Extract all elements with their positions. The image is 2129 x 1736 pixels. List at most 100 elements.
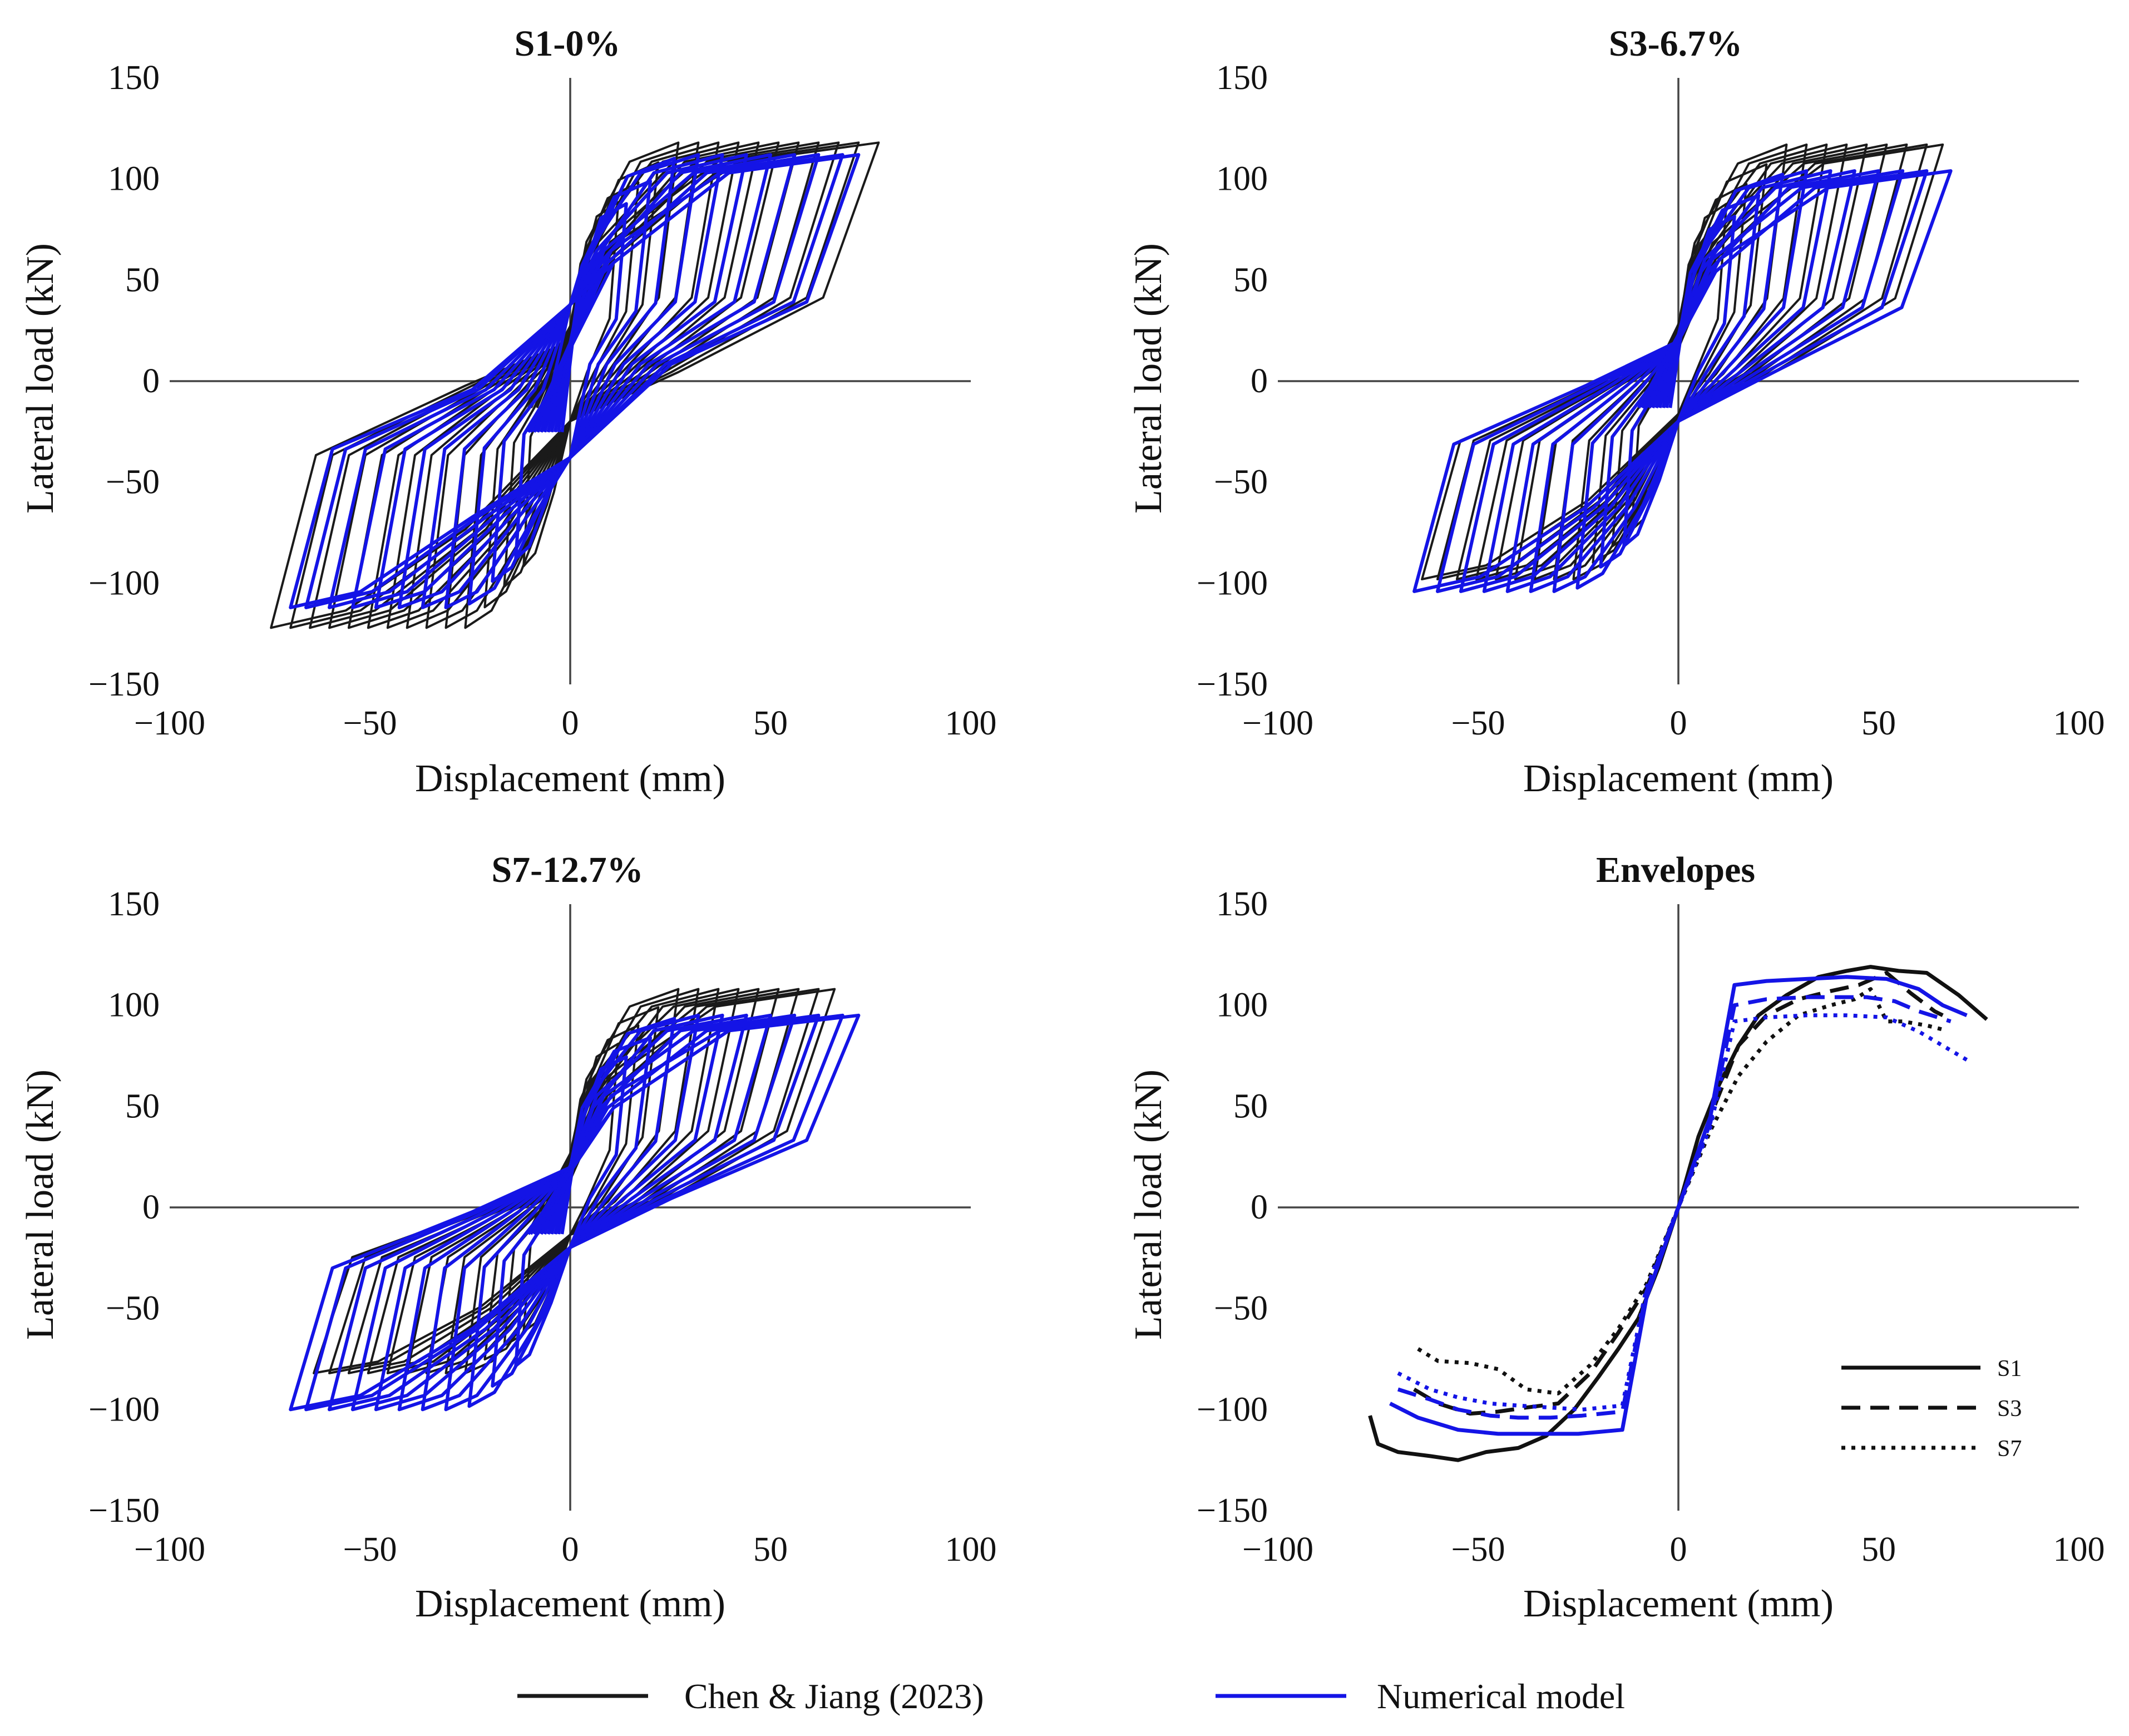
x-tick-label: −100 — [134, 704, 205, 742]
y-tick-label: −100 — [1197, 1390, 1268, 1428]
y-tick-label: −100 — [1197, 564, 1268, 602]
numerical-loop — [350, 153, 797, 609]
plot-area — [270, 141, 880, 629]
x-tick-label: −100 — [134, 1531, 205, 1569]
numerical-loop — [374, 1013, 772, 1412]
numerical-loop — [421, 1013, 724, 1412]
envelope-legend-label: S7 — [1997, 1436, 2022, 1462]
y-tick-label: 50 — [125, 261, 160, 299]
y-tick-label: 100 — [1216, 160, 1268, 198]
x-tick-label: 50 — [1861, 704, 1896, 742]
experimental-loop — [309, 141, 840, 629]
axes — [170, 904, 971, 1511]
numerical-loop — [350, 1013, 797, 1412]
y-axis-label: Lateral load (kN) — [1127, 243, 1170, 514]
numerical-loop — [289, 153, 861, 609]
x-tick-label: 100 — [2053, 704, 2105, 742]
numerical-loop — [374, 153, 772, 609]
numerical-loop — [1412, 169, 1953, 593]
y-tick-label: −150 — [1197, 1492, 1268, 1530]
x-tick-label: 50 — [753, 1531, 788, 1569]
y-axis-label-wrap: Lateral load (kN) — [1127, 243, 1170, 514]
y-axis-label: Lateral load (kN) — [19, 243, 62, 514]
y-tick-label: −50 — [1214, 463, 1268, 501]
numerical-loop — [1482, 169, 1880, 593]
x-tick-label: 100 — [945, 1531, 997, 1569]
numerical-loop — [1505, 169, 1856, 593]
envelope-legend-label: S3 — [1997, 1396, 2022, 1422]
axes — [170, 78, 971, 684]
panel-s1: S1-0% Lateral load (kN) Displacement (mm… — [19, 23, 997, 800]
y-axis-label: Lateral load (kN) — [1127, 1069, 1170, 1340]
y-axis-label-wrap: Lateral load (kN) — [1127, 1069, 1170, 1340]
numerical-loop — [1436, 169, 1929, 593]
numerical-loop — [1575, 172, 1785, 590]
experimental-loop — [270, 141, 880, 629]
experimental-loop — [386, 141, 760, 629]
panel-s7: S7-12.7% Lateral load (kN) Displacement … — [19, 850, 997, 1625]
numerical-loop — [1459, 169, 1905, 593]
x-axis-label: Displacement (mm) — [1523, 757, 1834, 800]
x-tick-label: −50 — [1451, 704, 1505, 742]
y-tick-label: −150 — [88, 1492, 160, 1530]
figure-legend: Chen & Jiang (2023) Numerical model — [517, 1676, 1625, 1716]
x-tick-label: −50 — [343, 704, 397, 742]
experimental-loop — [328, 141, 820, 629]
y-tick-label: 150 — [1216, 59, 1268, 97]
experimental-loop — [289, 141, 860, 629]
numerical-loop — [467, 1017, 676, 1408]
panel-title: Envelopes — [1596, 850, 1755, 890]
envelope-series — [1397, 995, 1952, 1420]
x-tick-label: 0 — [1670, 1531, 1687, 1569]
y-axis-label-wrap: Lateral load (kN) — [19, 243, 62, 514]
envelope-series — [1417, 987, 1944, 1395]
envelope-legend-label: S1 — [1997, 1356, 2022, 1382]
numerical-loop — [467, 156, 676, 606]
experimental-loop — [313, 988, 836, 1374]
x-tick-label: 100 — [945, 704, 997, 742]
x-tick-label: −50 — [343, 1531, 397, 1569]
numerical-loop — [328, 153, 821, 609]
plot-area — [289, 988, 861, 1412]
x-tick-label: 0 — [562, 704, 579, 742]
axes — [1278, 78, 2079, 684]
x-tick-label: 50 — [753, 704, 788, 742]
x-axis-label: Displacement (mm) — [1523, 1582, 1834, 1625]
numerical-loop — [421, 153, 724, 609]
y-tick-label: 100 — [108, 160, 160, 198]
y-tick-label: 150 — [108, 59, 160, 97]
experimental-loop — [1475, 143, 1888, 581]
envelope-series — [1389, 975, 1968, 1436]
y-tick-label: −100 — [88, 1390, 160, 1428]
numerical-loop — [1529, 169, 1832, 593]
x-tick-label: −50 — [1451, 1531, 1505, 1569]
y-tick-label: −100 — [88, 564, 160, 602]
y-tick-label: 100 — [1216, 987, 1268, 1024]
y-tick-label: 0 — [1251, 362, 1268, 400]
numerical-loop — [328, 1013, 821, 1412]
envelope-legend: S1 S3 S7 — [1841, 1356, 2022, 1462]
y-tick-label: −150 — [1197, 665, 1268, 703]
numerical-loop — [397, 153, 748, 609]
y-tick-label: −150 — [88, 665, 160, 703]
y-tick-label: 0 — [142, 362, 160, 400]
y-axis-label-wrap: Lateral load (kN) — [19, 1069, 62, 1340]
x-axis-label: Displacement (mm) — [415, 1582, 725, 1625]
y-tick-label: 100 — [108, 987, 160, 1024]
x-tick-label: 100 — [2053, 1531, 2105, 1569]
experimental-loop — [1494, 143, 1868, 581]
panel-title: S1-0% — [515, 23, 621, 64]
panel-title: S7-12.7% — [491, 850, 643, 890]
legend-label-numerical: Numerical model — [1377, 1676, 1625, 1716]
plot-area — [1412, 143, 1953, 593]
y-tick-label: −50 — [106, 1290, 160, 1328]
panel-s3: S3-6.7% Lateral load (kN) Displacement (… — [1127, 23, 2105, 800]
envelope-series — [1397, 1013, 1968, 1412]
x-tick-label: 0 — [1670, 704, 1687, 742]
y-tick-label: −50 — [1214, 1290, 1268, 1328]
y-tick-label: 0 — [1251, 1188, 1268, 1226]
